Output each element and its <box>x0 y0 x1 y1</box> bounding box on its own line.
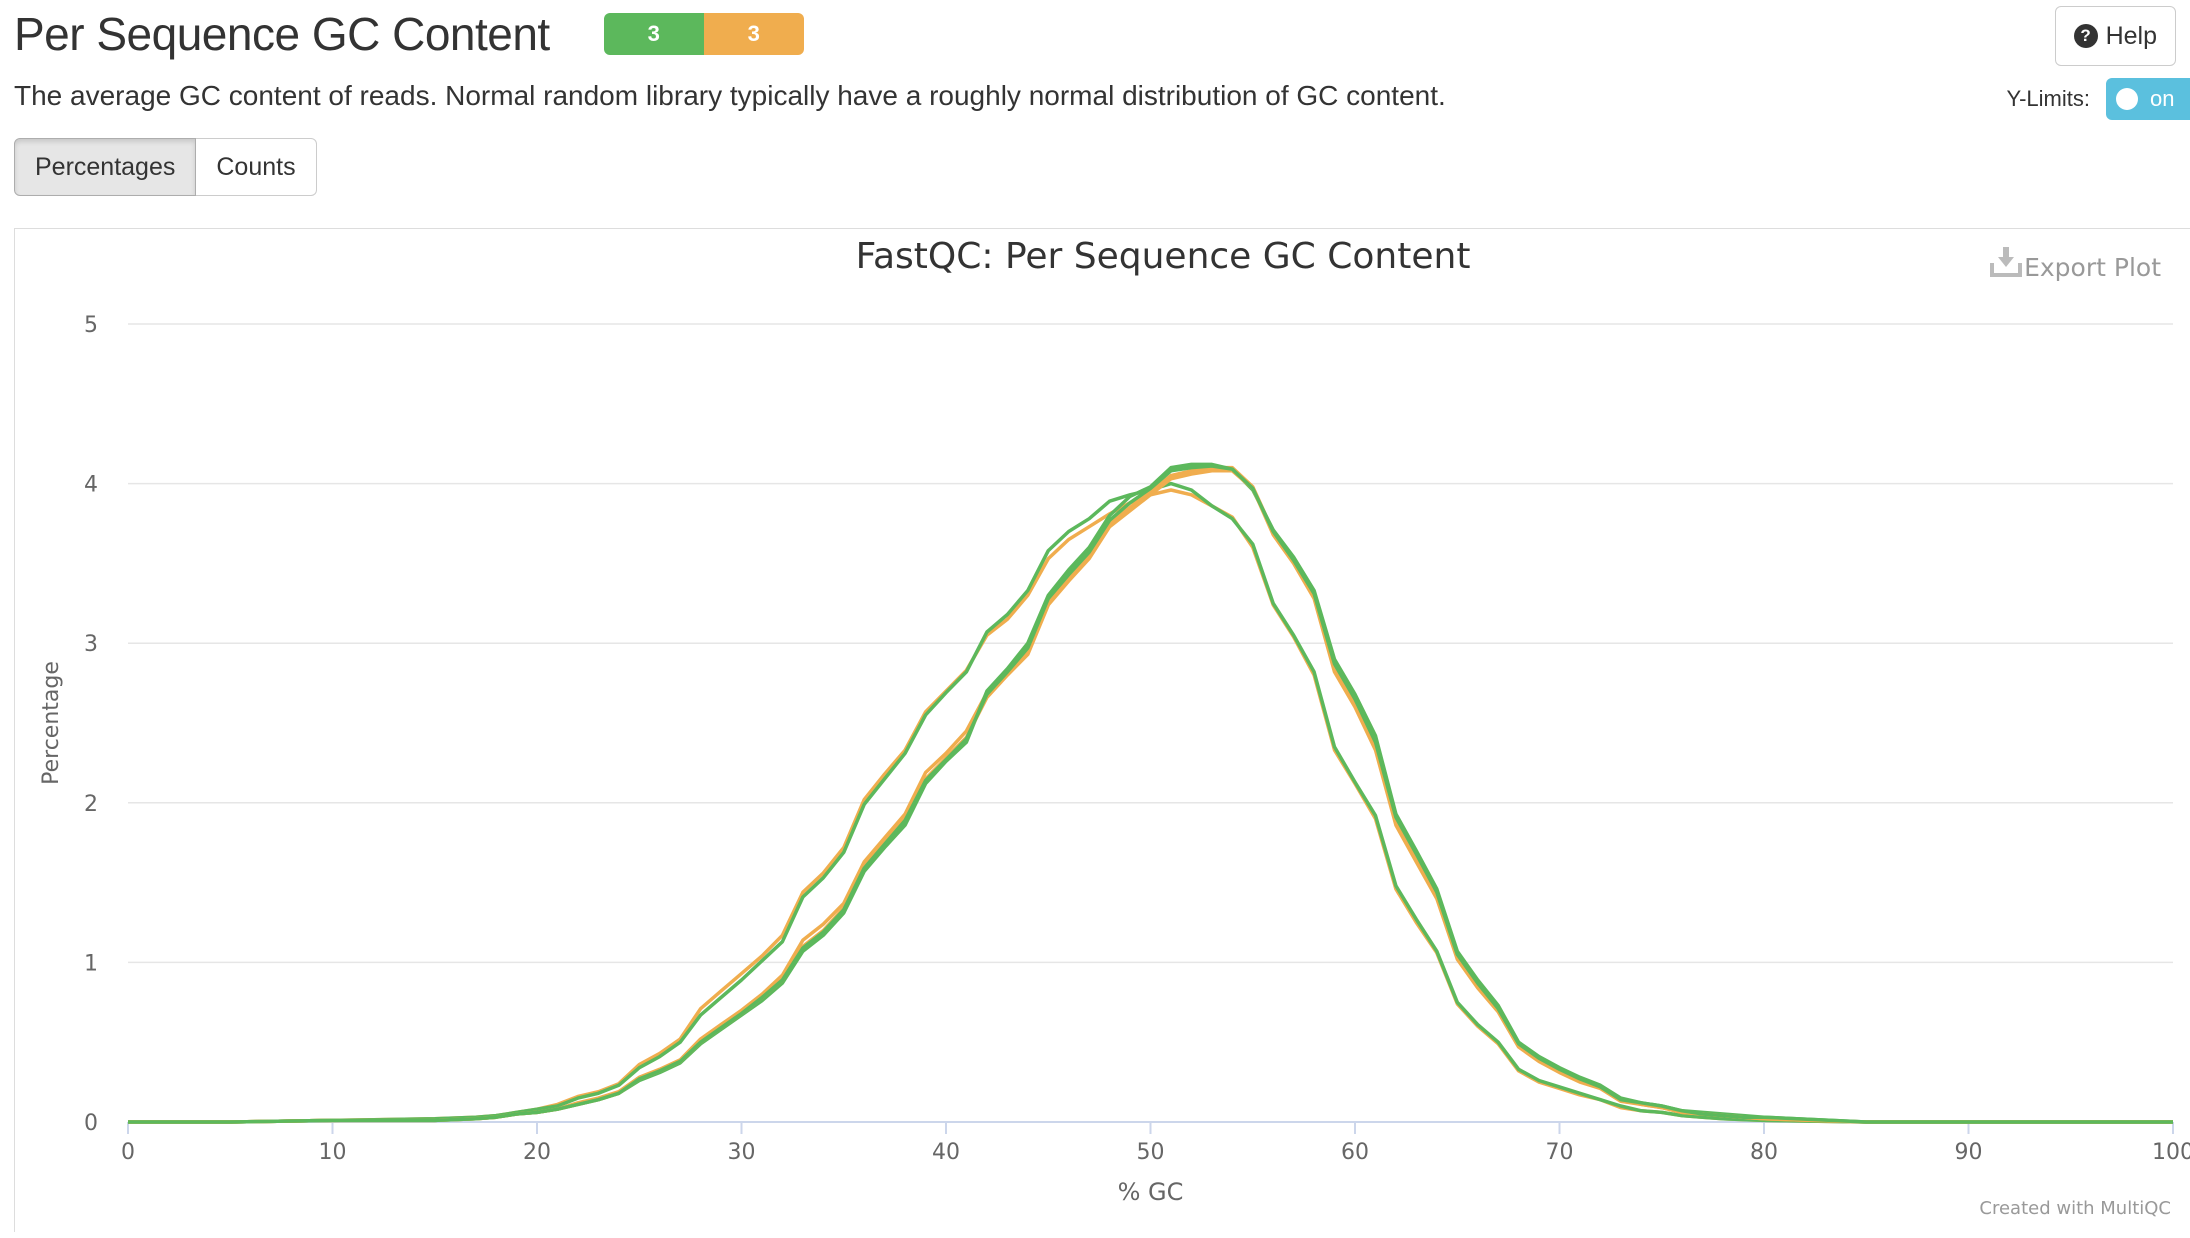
y-axis-label: Percentage <box>39 661 64 785</box>
multiqc-credit: Created with MultiQC <box>1979 1198 2171 1219</box>
grid-lines <box>128 323 2173 964</box>
warn-count-badge[interactable]: 3 <box>703 13 804 55</box>
help-button[interactable]: ? Help <box>2054 6 2176 66</box>
data-view-tabs: Percentages Counts <box>14 138 317 196</box>
tab-counts[interactable]: Counts <box>196 138 317 196</box>
series-lines <box>128 462 2173 1124</box>
toggle-knob <box>2116 88 2138 110</box>
x-tick-label: 40 <box>932 1140 960 1165</box>
y-tick-label: 2 <box>84 792 98 817</box>
y-tick-label: 1 <box>84 951 98 976</box>
y-tick-label: 4 <box>84 473 98 498</box>
y-tick-label: 0 <box>84 1111 98 1136</box>
x-tick-label: 70 <box>1546 1140 1574 1165</box>
y-tick-label: 5 <box>84 313 98 338</box>
x-tick-label: 0 <box>121 1140 135 1165</box>
download-icon <box>1990 247 2022 277</box>
title-row: Per Sequence GC Content 3 3 <box>14 0 804 68</box>
x-tick-label: 90 <box>1955 1140 1983 1165</box>
series-line-1[interactable] <box>128 488 2173 1124</box>
plot-container: FastQC: Per Sequence GC Content Export P… <box>14 228 2190 1232</box>
status-badges: 3 3 <box>603 13 804 55</box>
x-tick-label: 50 <box>1137 1140 1165 1165</box>
x-tick-label: 20 <box>523 1140 551 1165</box>
export-plot-button[interactable]: Export Plot <box>1990 247 2161 282</box>
x-tick-label: 80 <box>1750 1140 1778 1165</box>
series-line-4[interactable] <box>128 462 2173 1124</box>
x-axis-ticks: 0 10 20 30 40 50 60 70 80 90 100 <box>121 1122 2190 1165</box>
section-description: The average GC content of reads. Normal … <box>14 80 1446 111</box>
series-line-3[interactable] <box>128 465 2173 1124</box>
gc-content-chart[interactable]: FastQC: Per Sequence GC Content Export P… <box>15 229 2190 1233</box>
toggle-state: on <box>2150 86 2175 111</box>
x-tick-label: 60 <box>1341 1140 1369 1165</box>
help-label: Help <box>2105 21 2157 50</box>
tab-percentages[interactable]: Percentages <box>14 138 197 196</box>
y-tick-label: 3 <box>84 632 98 657</box>
page-title: Per Sequence GC Content <box>14 8 550 60</box>
x-tick-label: 30 <box>728 1140 756 1165</box>
series-line-2[interactable] <box>128 481 2173 1124</box>
ylimits-control: Y-Limits: on <box>2006 78 2190 120</box>
series-line-5[interactable] <box>128 469 2173 1124</box>
ylimits-label: Y-Limits: <box>2006 86 2090 111</box>
x-tick-label: 100 <box>2152 1140 2190 1165</box>
chart-title: FastQC: Per Sequence GC Content <box>856 236 1471 277</box>
question-circle-icon: ? <box>2073 24 2098 48</box>
pass-count-badge[interactable]: 3 <box>603 13 704 55</box>
x-tick-label: 10 <box>319 1140 347 1165</box>
export-plot-label: Export Plot <box>2024 253 2161 282</box>
ylimits-toggle[interactable]: on <box>2106 78 2190 120</box>
x-axis-label: % GC <box>1118 1178 1184 1206</box>
y-axis-ticks: 0 1 2 3 4 5 <box>84 313 98 1136</box>
series-line-6[interactable] <box>128 464 2173 1124</box>
